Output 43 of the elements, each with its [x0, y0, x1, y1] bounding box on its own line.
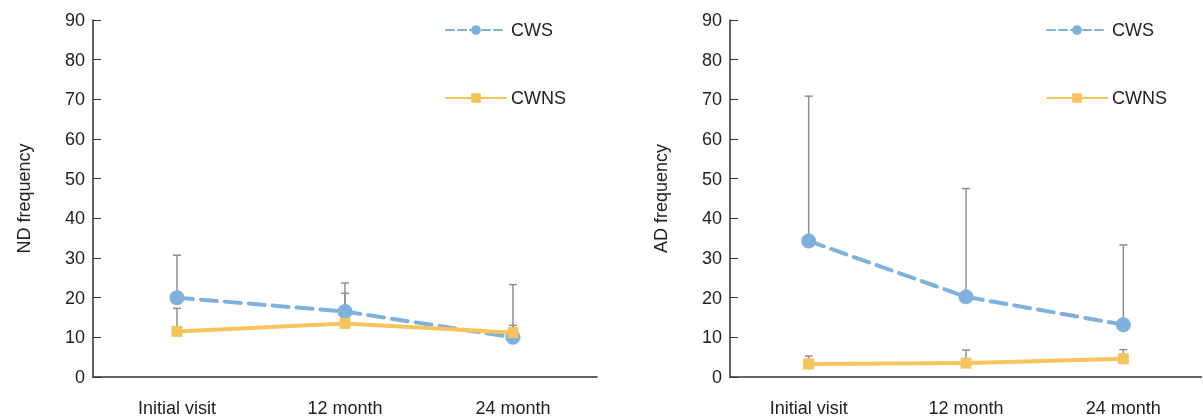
y-tick-label: 20	[64, 287, 85, 308]
point	[507, 327, 519, 339]
x-tick-label: 12 month	[307, 398, 383, 418]
y-tick-label: 90	[701, 10, 722, 30]
y-tick-label: 10	[701, 327, 722, 348]
y-tick-label: 40	[701, 208, 722, 229]
x-tick-label: 12 month	[928, 398, 1004, 418]
point	[1115, 317, 1131, 333]
y-tick-label: 50	[701, 168, 722, 189]
y-tick-label: 80	[64, 49, 85, 70]
x-tick-label: Initial visit	[769, 398, 848, 418]
x-tick-label: 24 month	[1085, 398, 1161, 418]
y-tick-label: 20	[701, 287, 722, 308]
y-tick-label: 40	[64, 208, 85, 229]
y-tick-label: 30	[64, 248, 85, 268]
x-tick-label: Initial visit	[137, 398, 217, 418]
y-axis-title: AD frequency	[651, 143, 671, 254]
y-tick-label: 0	[74, 367, 85, 387]
legend-label: CWS	[1112, 20, 1155, 40]
y-tick-label: 10	[64, 327, 85, 348]
x-tick-label: 24 month	[475, 398, 551, 418]
y-tick-label: 60	[701, 129, 722, 149]
point	[958, 289, 974, 305]
point	[1117, 353, 1129, 365]
point	[171, 325, 183, 337]
legend-label: CWNS	[511, 88, 567, 108]
point	[803, 358, 815, 370]
y-tick-label: 0	[711, 367, 722, 387]
y-tick-label: 60	[64, 129, 85, 149]
y-axis-title: ND frequency	[14, 143, 34, 254]
y-tick-label: 80	[701, 49, 722, 70]
point	[960, 357, 972, 369]
point	[337, 304, 353, 320]
point	[801, 233, 817, 249]
y-tick-label: 50	[64, 168, 85, 189]
legend-label: CWNS	[1112, 88, 1168, 108]
y-tick-label: 30	[701, 248, 722, 268]
y-tick-label: 70	[701, 89, 722, 110]
legend-label: CWS	[511, 20, 554, 40]
point	[339, 317, 351, 329]
y-tick-label: 70	[64, 89, 85, 110]
y-tick-label: 90	[64, 10, 85, 30]
point	[169, 290, 185, 306]
